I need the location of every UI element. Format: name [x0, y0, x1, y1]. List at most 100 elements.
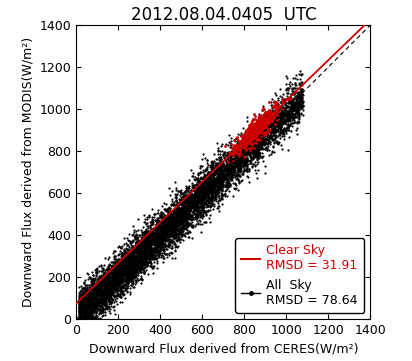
Point: [170, 235, 177, 240]
Point: [209, 183, 215, 189]
Point: [83, 316, 89, 322]
Point: [276, 86, 283, 92]
Point: [130, 267, 136, 273]
Point: [209, 179, 216, 185]
Point: [187, 203, 194, 209]
Point: [95, 291, 101, 296]
Point: [115, 244, 121, 249]
Point: [182, 216, 189, 221]
Point: [138, 231, 145, 236]
Point: [190, 203, 197, 209]
Point: [263, 120, 269, 126]
Point: [260, 107, 266, 113]
Point: [275, 128, 282, 134]
Point: [218, 160, 224, 166]
Point: [232, 154, 239, 160]
Point: [215, 190, 222, 195]
Point: [119, 267, 126, 273]
Point: [297, 99, 304, 104]
Point: [136, 244, 143, 250]
Point: [134, 248, 140, 254]
Point: [225, 179, 231, 185]
Point: [266, 115, 272, 121]
Point: [126, 258, 133, 264]
Point: [228, 142, 234, 148]
Point: [150, 234, 156, 240]
Point: [270, 112, 276, 118]
Point: [89, 313, 96, 319]
Point: [98, 287, 104, 293]
Point: [101, 270, 108, 276]
Point: [282, 126, 289, 132]
Point: [132, 259, 139, 265]
Point: [121, 251, 127, 256]
Point: [285, 118, 291, 124]
Point: [183, 217, 190, 222]
Point: [183, 213, 189, 218]
Point: [81, 310, 88, 316]
Point: [150, 253, 157, 259]
Point: [124, 285, 130, 291]
Point: [183, 197, 190, 203]
Point: [211, 185, 218, 191]
Point: [199, 188, 206, 194]
Point: [250, 145, 257, 151]
Point: [95, 296, 101, 302]
Point: [89, 277, 95, 283]
Point: [200, 193, 206, 199]
Point: [266, 121, 272, 126]
Point: [255, 155, 262, 161]
Point: [100, 266, 106, 272]
Point: [133, 258, 140, 264]
Point: [78, 291, 85, 297]
Point: [82, 289, 88, 295]
Point: [251, 132, 258, 138]
Point: [128, 266, 134, 272]
Point: [220, 151, 227, 157]
Point: [150, 234, 156, 240]
Point: [124, 271, 131, 277]
Point: [204, 187, 211, 193]
Point: [187, 191, 194, 197]
Point: [122, 270, 129, 276]
Point: [216, 173, 222, 178]
Point: [195, 217, 202, 223]
Point: [192, 214, 198, 220]
Point: [98, 302, 104, 308]
Point: [191, 196, 198, 202]
Point: [140, 259, 147, 265]
Point: [200, 203, 206, 209]
Point: [153, 252, 159, 258]
Point: [219, 171, 225, 177]
Point: [281, 102, 288, 108]
Point: [105, 287, 112, 293]
Point: [151, 232, 157, 238]
Point: [260, 120, 267, 126]
Point: [100, 291, 107, 297]
Point: [109, 290, 116, 295]
Point: [172, 179, 178, 185]
Point: [189, 191, 195, 197]
Point: [146, 255, 153, 261]
Point: [106, 265, 112, 270]
Point: [94, 301, 101, 307]
Point: [231, 160, 238, 166]
Point: [195, 187, 202, 192]
Point: [179, 208, 186, 214]
Point: [86, 292, 93, 297]
Point: [86, 313, 92, 319]
Point: [81, 308, 87, 313]
Point: [246, 123, 253, 129]
Point: [123, 257, 130, 262]
Point: [293, 101, 300, 107]
Point: [199, 216, 205, 221]
Point: [249, 136, 255, 142]
Point: [235, 162, 242, 168]
Point: [123, 271, 129, 277]
Point: [102, 274, 108, 280]
Point: [178, 216, 185, 221]
Point: [250, 132, 257, 138]
Point: [108, 265, 114, 270]
Point: [118, 286, 124, 292]
Point: [141, 265, 148, 271]
